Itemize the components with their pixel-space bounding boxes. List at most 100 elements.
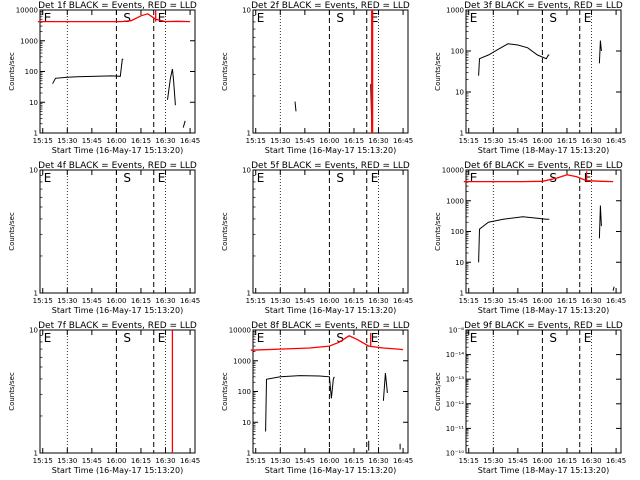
y-axis-label: Counts/sec [221, 52, 229, 91]
x-tick-label: 16:00 [319, 297, 339, 305]
event-marker-label: E [257, 171, 265, 185]
y-tick-label: 1000 [233, 357, 251, 365]
x-tick-label: 15:45 [295, 457, 315, 465]
x-tick-label: 16:15 [344, 137, 364, 145]
x-axis-label: Start Time (16-May-17 15:13:20) [52, 146, 183, 155]
x-tick-label: 15:45 [295, 137, 315, 145]
events-series-line [167, 68, 176, 106]
x-axis-label: Start Time (18-May-17 15:13:20) [478, 146, 609, 155]
events-series-line [598, 205, 602, 239]
x-tick-label: 16:15 [557, 137, 577, 145]
y-tick-label: 1 [247, 290, 251, 298]
x-tick-label: 15:15 [459, 137, 479, 145]
x-tick-label: 16:45 [606, 297, 626, 305]
event-marker-label: E [158, 11, 166, 25]
x-tick-label: 16:30 [581, 137, 601, 145]
event-marker-label: S [549, 171, 557, 185]
event-marker-label: S [123, 171, 131, 185]
event-marker-label: E [584, 11, 592, 25]
event-marker-label: S [123, 11, 131, 25]
x-tick-label: 16:15 [557, 457, 577, 465]
y-axis-label: Counts/sec [221, 372, 229, 411]
x-tick-label: 15:30 [57, 137, 77, 145]
y-tick-label: 10 [29, 167, 38, 175]
event-marker-label: S [549, 331, 557, 345]
x-tick-label: 16:15 [131, 297, 151, 305]
y-tick-label: 10⁻¹⁰ [446, 450, 464, 458]
event-marker-label: E [470, 11, 478, 25]
event-marker-label: E [470, 331, 478, 345]
event-marker-label: S [123, 331, 131, 345]
y-tick-label: 10000 [229, 327, 251, 335]
panel-title: Det 3f BLACK = Events, RED = LLD [464, 1, 623, 11]
x-tick-label: 16:30 [155, 297, 175, 305]
x-tick-label: 16:00 [319, 137, 339, 145]
y-tick-label: 100 [451, 48, 464, 56]
event-marker-label: S [336, 331, 344, 345]
x-tick-label: 15:15 [246, 297, 266, 305]
x-tick-label: 16:30 [368, 457, 388, 465]
events-series-line [294, 101, 297, 112]
event-marker-label: E [371, 11, 379, 25]
x-tick-label: 15:30 [270, 457, 290, 465]
events-series-line [182, 120, 186, 128]
y-tick-label: 10 [455, 89, 464, 97]
y-tick-label: 1 [247, 130, 251, 138]
y-axis-label: Counts/sec [434, 212, 442, 251]
plot-frame [465, 9, 622, 134]
x-tick-label: 16:30 [368, 137, 388, 145]
x-tick-label: 15:15 [33, 457, 53, 465]
panel-title: Det 2f BLACK = Events, RED = LLD [251, 1, 410, 11]
x-tick-label: 16:00 [532, 137, 552, 145]
x-axis-label: Start Time (16-May-17 15:13:20) [265, 306, 396, 315]
x-tick-label: 16:15 [131, 137, 151, 145]
x-tick-label: 16:00 [106, 137, 126, 145]
x-tick-label: 16:30 [155, 457, 175, 465]
x-tick-label: 15:45 [508, 457, 528, 465]
x-tick-label: 16:15 [344, 297, 364, 305]
y-axis-label: Counts/sec [8, 212, 16, 251]
x-tick-label: 15:45 [82, 297, 102, 305]
x-tick-label: 15:45 [295, 297, 315, 305]
x-axis-label: Start Time (16-May-17 15:13:20) [265, 466, 396, 475]
y-tick-label: 10 [455, 259, 464, 267]
x-tick-label: 15:15 [459, 457, 479, 465]
panel-title: Det 5f BLACK = Events, RED = LLD [251, 161, 410, 171]
y-axis-label: Counts/sec [8, 52, 16, 91]
plot-frame [39, 169, 196, 294]
y-tick-label: 1000 [446, 197, 464, 205]
event-marker-label: E [371, 331, 379, 345]
y-tick-label: 10⁻¹² [446, 400, 464, 408]
x-tick-label: 15:45 [508, 297, 528, 305]
x-tick-label: 16:45 [180, 457, 200, 465]
event-marker-label: E [44, 171, 52, 185]
y-tick-label: 100 [238, 388, 251, 396]
x-tick-label: 15:15 [33, 297, 53, 305]
event-marker-label: E [158, 331, 166, 345]
event-marker-label: E [44, 11, 52, 25]
event-marker-label: E [584, 331, 592, 345]
x-tick-label: 16:45 [606, 457, 626, 465]
x-tick-label: 16:45 [606, 137, 626, 145]
lld-series-line [37, 13, 191, 23]
y-axis-label: Counts/sec [8, 372, 16, 411]
events-series-line [52, 58, 124, 84]
events-series-line [478, 43, 550, 76]
y-tick-label: 10 [242, 7, 251, 15]
y-tick-label: 1 [34, 450, 38, 458]
panel-title: Det 1f BLACK = Events, RED = LLD [38, 1, 197, 11]
y-tick-label: 10 [29, 99, 38, 107]
y-tick-label: 10 [242, 419, 251, 427]
event-marker-label: E [257, 331, 265, 345]
y-tick-label: 10 [29, 327, 38, 335]
y-tick-label: 100 [25, 68, 38, 76]
x-tick-label: 15:15 [459, 297, 479, 305]
y-tick-label: 1 [460, 290, 464, 298]
y-tick-label: 1 [34, 130, 38, 138]
plot-frame [39, 329, 196, 454]
x-tick-label: 16:00 [319, 457, 339, 465]
